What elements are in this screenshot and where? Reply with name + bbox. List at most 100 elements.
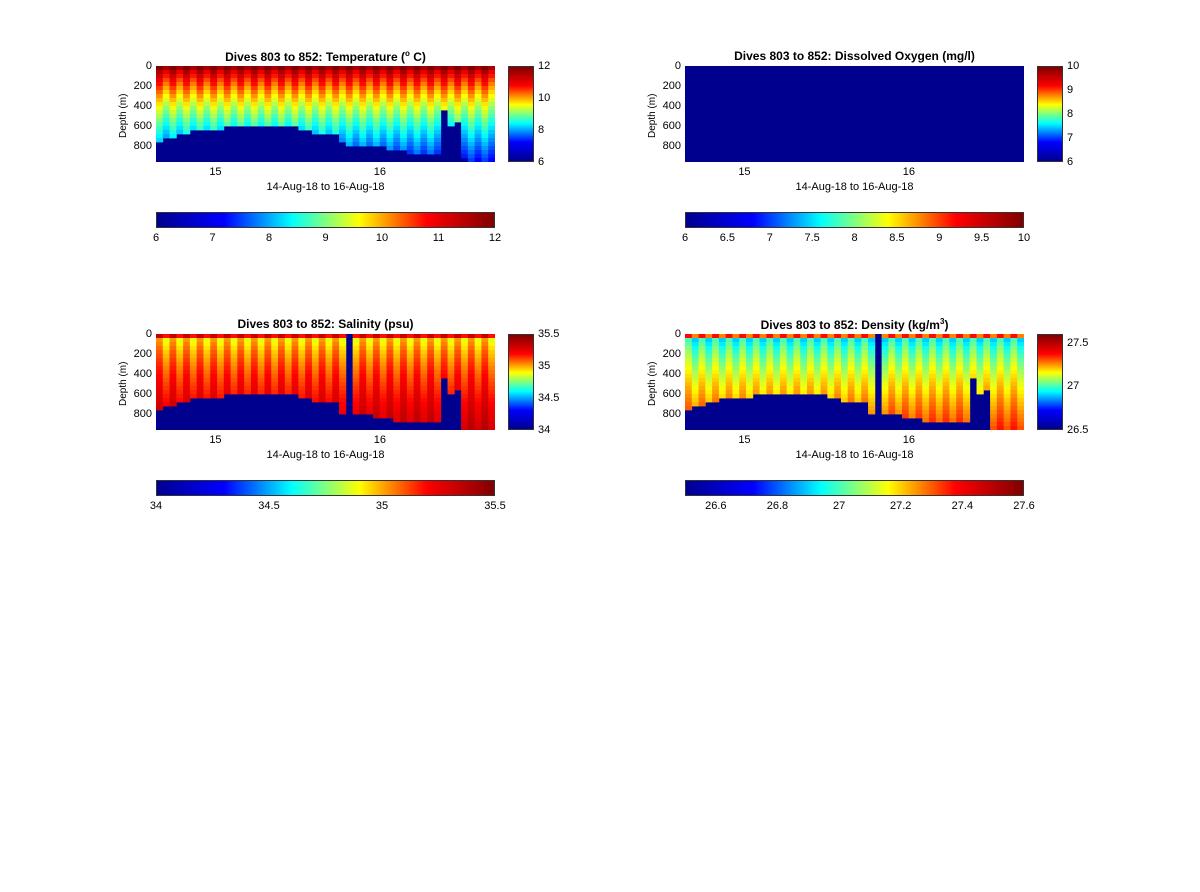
temperature-cell	[474, 154, 482, 159]
temperature-cell	[311, 78, 320, 83]
oxygen-cell	[929, 158, 937, 162]
oxygen-cell	[996, 74, 1005, 79]
density-cell	[779, 382, 788, 387]
temperature-cell	[291, 90, 299, 95]
oxygen-cell	[840, 94, 849, 99]
temperature-cell	[413, 82, 421, 87]
salinity-cell	[325, 346, 333, 351]
temperature-cell	[386, 146, 394, 151]
density-cell	[949, 374, 957, 379]
temperature-cell	[433, 66, 442, 71]
salinity-cell	[467, 398, 476, 403]
salinity-cell	[162, 334, 170, 339]
oxygen-cell	[956, 126, 964, 131]
density-cell	[983, 374, 991, 379]
temperature-cell	[467, 130, 476, 135]
density-cell	[888, 378, 896, 383]
oxygen-cell	[976, 66, 984, 71]
oxygen-cell	[1003, 154, 1011, 159]
salinity-cell	[386, 362, 394, 367]
density-cell	[895, 398, 903, 403]
density-cell	[820, 370, 828, 375]
oxygen-cell	[786, 146, 794, 151]
temperature-cell	[481, 98, 489, 103]
density-cell	[739, 382, 747, 387]
oxygen-cell	[746, 118, 754, 123]
oxygen-cell	[861, 150, 869, 155]
temperature-cell	[339, 126, 347, 131]
density-cell	[861, 374, 869, 379]
salinity-cell	[359, 342, 367, 347]
oxygen-cell	[793, 70, 801, 75]
salinity-cell	[210, 354, 218, 359]
oxygen-cell	[983, 102, 991, 107]
temperature-cell	[223, 70, 231, 75]
salinity-cell	[339, 370, 347, 375]
oxygen-cell	[874, 134, 883, 139]
oxygen-cell	[718, 150, 727, 155]
oxygen-cell	[996, 102, 1005, 107]
oxygen-cell	[759, 86, 767, 91]
density-cell	[901, 334, 910, 339]
oxygen-cell	[691, 142, 699, 147]
salinity-cell	[196, 338, 204, 343]
oxygen-cell	[1003, 118, 1011, 123]
temperature-cell	[393, 82, 401, 87]
salinity-cell	[447, 354, 455, 359]
oxygen-cell	[881, 138, 889, 143]
oxygen-cell	[888, 122, 896, 127]
salinity-cell	[284, 342, 292, 347]
density-cell	[840, 386, 849, 391]
oxygen-cell	[691, 74, 699, 79]
density-cell	[1010, 394, 1018, 399]
oxygen-cell	[874, 154, 883, 159]
density-cell	[698, 338, 706, 343]
oxygen-cell	[807, 122, 815, 127]
density-cell	[813, 362, 821, 367]
salinity-cell	[488, 418, 495, 423]
density-cell	[807, 350, 815, 355]
density-cell	[691, 370, 699, 375]
density-cell	[1017, 370, 1024, 375]
temperature-cell	[183, 78, 191, 83]
oxygen-cell	[840, 118, 849, 123]
oxygen-cell	[766, 66, 774, 71]
oxygen-cell	[827, 154, 835, 159]
salinity-cell	[203, 386, 211, 391]
salinity-cell	[372, 370, 381, 375]
oxygen-cell	[732, 130, 740, 135]
oxygen-cell	[698, 150, 706, 155]
density-cell	[996, 338, 1005, 343]
oxygen-cell	[698, 78, 706, 83]
temperature-cell	[162, 134, 170, 139]
temperature-cell	[474, 94, 482, 99]
temperature-cell	[305, 94, 313, 99]
salinity-cell	[244, 354, 252, 359]
salinity-cell	[176, 362, 184, 367]
temperature-cell	[237, 102, 245, 107]
temperature-cell	[237, 70, 245, 75]
oxygen-cell	[800, 114, 808, 119]
density-cell	[718, 386, 727, 391]
density-cell	[746, 382, 754, 387]
oxygen-cell	[840, 82, 849, 87]
density-xtick-label: 15	[738, 434, 751, 446]
oxygen-cell	[807, 110, 815, 115]
salinity-cell	[386, 350, 394, 355]
density-cell	[712, 338, 720, 343]
density-cell	[800, 358, 808, 363]
salinity-cell	[162, 382, 170, 387]
salinity-cell	[481, 378, 489, 383]
salinity-cell	[223, 346, 231, 351]
salinity-cell	[284, 382, 292, 387]
oxygen-cell	[990, 106, 998, 111]
density-cell	[834, 366, 842, 371]
temperature-cell	[156, 118, 164, 123]
oxygen-cell	[895, 146, 903, 151]
oxygen-cell	[705, 150, 713, 155]
oxygen-cell	[976, 110, 984, 115]
oxygen-cell	[779, 150, 788, 155]
density-cell	[800, 338, 808, 343]
temperature-cell	[400, 70, 408, 75]
temperature-cell	[250, 70, 259, 75]
